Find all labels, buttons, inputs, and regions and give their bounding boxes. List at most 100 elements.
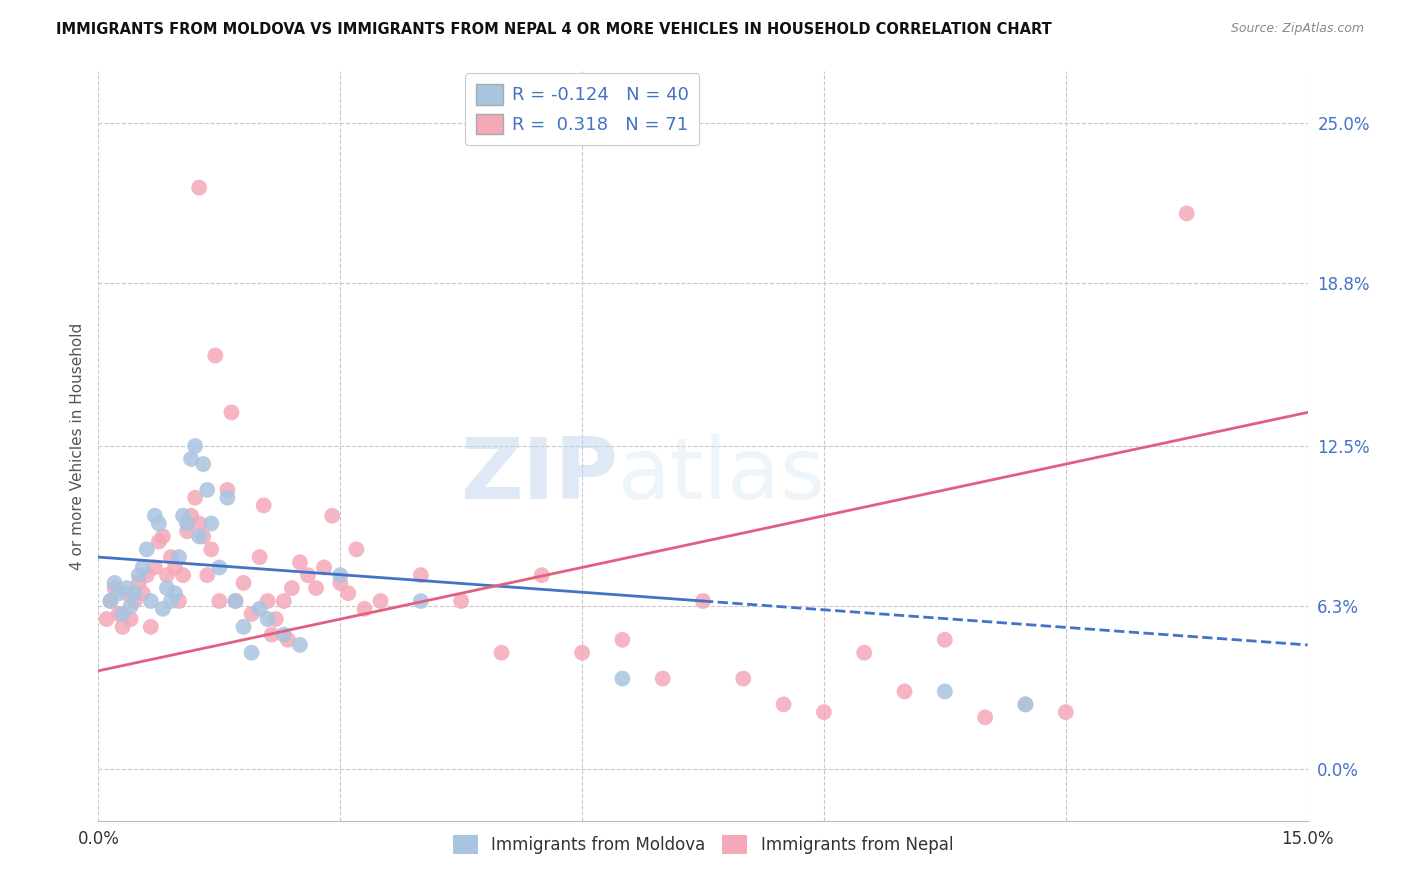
Point: [111, 620, 134, 634]
Point: [160, 594, 183, 608]
Point: [107, 586, 129, 600]
Point: [305, 581, 328, 595]
Text: ZIP: ZIP: [461, 434, 619, 517]
Point: [128, 576, 150, 591]
Point: [148, 516, 170, 531]
Point: [103, 576, 125, 591]
Point: [612, 672, 634, 686]
Point: [853, 646, 876, 660]
Point: [139, 620, 162, 634]
Legend: Immigrants from Moldova, Immigrants from Nepal: Immigrants from Moldova, Immigrants from…: [446, 829, 960, 861]
Point: [409, 594, 432, 608]
Point: [530, 568, 553, 582]
Point: [240, 646, 263, 660]
Text: Source: ZipAtlas.com: Source: ZipAtlas.com: [1230, 22, 1364, 36]
Point: [571, 646, 593, 660]
Point: [115, 586, 138, 600]
Point: [195, 568, 218, 582]
Point: [221, 405, 243, 419]
Point: [184, 439, 207, 453]
Point: [172, 568, 194, 582]
Point: [450, 594, 472, 608]
Point: [143, 560, 166, 574]
Point: [193, 457, 215, 471]
Point: [337, 586, 360, 600]
Point: [249, 601, 271, 615]
Point: [139, 594, 162, 608]
Point: [111, 607, 134, 621]
Point: [152, 601, 174, 615]
Point: [200, 516, 222, 531]
Point: [288, 555, 311, 569]
Point: [100, 594, 122, 608]
Point: [143, 508, 166, 523]
Point: [167, 594, 190, 608]
Point: [132, 586, 155, 600]
Point: [344, 542, 367, 557]
Point: [163, 560, 186, 574]
Point: [100, 594, 122, 608]
Point: [692, 594, 714, 608]
Text: IMMIGRANTS FROM MOLDOVA VS IMMIGRANTS FROM NEPAL 4 OR MORE VEHICLES IN HOUSEHOLD: IMMIGRANTS FROM MOLDOVA VS IMMIGRANTS FR…: [56, 22, 1052, 37]
Point: [273, 594, 295, 608]
Point: [974, 710, 997, 724]
Point: [132, 560, 155, 574]
Point: [120, 612, 142, 626]
Point: [273, 627, 295, 641]
Point: [240, 607, 263, 621]
Point: [253, 499, 276, 513]
Point: [409, 568, 432, 582]
Point: [176, 524, 198, 539]
Point: [1054, 705, 1077, 719]
Point: [288, 638, 311, 652]
Point: [208, 594, 231, 608]
Point: [103, 581, 125, 595]
Point: [281, 581, 304, 595]
Y-axis label: 4 or more Vehicles in Household: 4 or more Vehicles in Household: [69, 322, 84, 570]
Point: [277, 632, 299, 647]
Point: [180, 508, 202, 523]
Point: [224, 594, 246, 608]
Point: [491, 646, 513, 660]
Point: [1175, 206, 1198, 220]
Point: [124, 594, 146, 608]
Point: [193, 529, 215, 543]
Point: [184, 491, 207, 505]
Point: [176, 516, 198, 531]
Point: [297, 568, 319, 582]
Point: [321, 508, 343, 523]
Point: [256, 612, 278, 626]
Point: [217, 491, 239, 505]
Point: [200, 542, 222, 557]
Point: [128, 568, 150, 582]
Point: [733, 672, 755, 686]
Point: [329, 576, 352, 591]
Point: [353, 601, 375, 615]
Point: [232, 576, 254, 591]
Point: [204, 349, 226, 363]
Point: [167, 550, 190, 565]
Point: [249, 550, 271, 565]
Point: [260, 627, 283, 641]
Point: [120, 599, 142, 614]
Point: [188, 529, 211, 543]
Point: [256, 594, 278, 608]
Point: [172, 508, 194, 523]
Point: [115, 581, 138, 595]
Point: [612, 632, 634, 647]
Text: atlas: atlas: [619, 434, 827, 517]
Point: [370, 594, 392, 608]
Point: [163, 586, 186, 600]
Point: [148, 534, 170, 549]
Point: [160, 550, 183, 565]
Point: [651, 672, 673, 686]
Point: [156, 581, 179, 595]
Point: [1014, 698, 1036, 712]
Point: [188, 180, 211, 194]
Point: [217, 483, 239, 497]
Point: [329, 568, 352, 582]
Point: [224, 594, 246, 608]
Point: [180, 451, 202, 466]
Point: [135, 542, 157, 557]
Point: [232, 620, 254, 634]
